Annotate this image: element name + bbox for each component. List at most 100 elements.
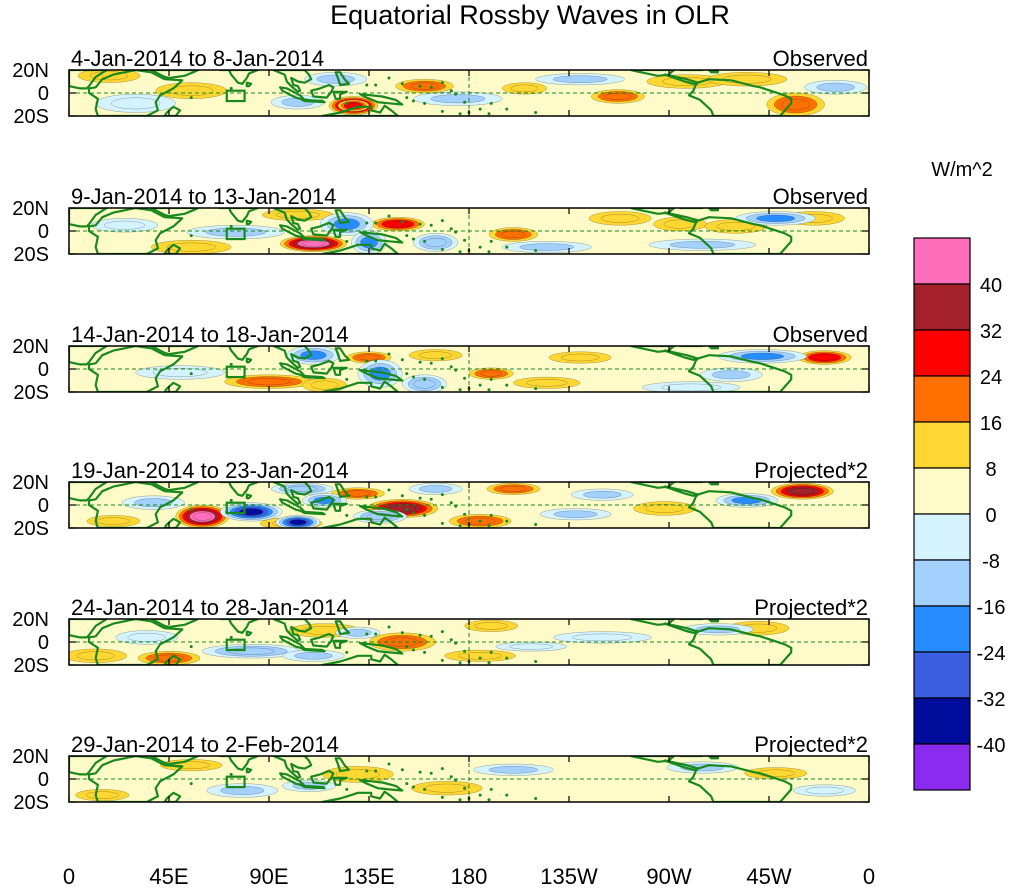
island	[400, 494, 404, 498]
australia-land	[321, 242, 399, 254]
arabia-land	[150, 346, 199, 356]
colorbar-swatch	[913, 743, 971, 791]
island	[423, 513, 427, 517]
lat-label: 20S	[13, 655, 49, 677]
island	[458, 798, 462, 802]
borneo-land	[310, 632, 335, 648]
australia-land	[321, 380, 399, 392]
island	[478, 656, 482, 660]
madagascar-land	[163, 517, 182, 528]
olr-positive-anomaly	[301, 240, 326, 247]
colorbar-label: 16	[980, 413, 1002, 435]
island	[423, 787, 427, 791]
africa-west-land	[69, 70, 108, 90]
reference-box	[225, 501, 246, 515]
africa-west-land	[69, 619, 108, 639]
java-land	[301, 374, 326, 380]
island	[400, 631, 404, 635]
island	[387, 762, 391, 766]
island	[478, 793, 482, 797]
island	[429, 497, 433, 501]
island	[405, 508, 409, 512]
olr-negative-anomaly	[740, 352, 784, 360]
panel-kind-label: Projected*2	[754, 732, 868, 757]
philippines-land	[334, 483, 351, 498]
olr-negative-anomaly	[488, 766, 539, 774]
reference-box	[225, 775, 246, 789]
island	[365, 359, 369, 363]
olr-negative-anomaly	[127, 632, 167, 642]
colorbar-swatch	[913, 697, 971, 745]
lon-label: 135W	[540, 864, 598, 889]
island	[345, 513, 349, 517]
madagascar-land	[163, 243, 182, 254]
island	[449, 227, 453, 231]
colorbar-swatch	[913, 559, 971, 607]
philippines-land	[334, 347, 351, 362]
island	[400, 768, 404, 772]
island	[374, 83, 378, 87]
olr-negative-anomaly	[316, 74, 355, 84]
island	[365, 83, 369, 87]
africa-east-land	[87, 70, 184, 116]
olr-negative-anomaly	[661, 383, 722, 392]
colorbar-label: 8	[985, 459, 996, 481]
olr-negative-anomaly	[509, 643, 554, 650]
island	[374, 632, 378, 636]
island	[423, 239, 427, 243]
india-land	[219, 756, 259, 771]
olr-positive-anomaly	[510, 84, 539, 93]
island	[440, 81, 444, 85]
island	[458, 388, 462, 392]
colorbar-swatch	[913, 283, 971, 331]
olr-negative-anomaly	[294, 652, 333, 660]
borneo-land	[310, 769, 335, 785]
island	[423, 377, 427, 381]
africa-west-land	[69, 346, 108, 366]
panel-kind-label: Projected*2	[754, 595, 868, 620]
lat-label: 0	[38, 632, 49, 654]
colorbar-label: -40	[977, 735, 1006, 757]
island	[534, 660, 538, 664]
colorbar-label: -32	[977, 689, 1006, 711]
lat-label: 20N	[12, 746, 49, 768]
olr-positive-anomaly	[560, 353, 600, 362]
lon-label: 45E	[149, 864, 188, 889]
olr-positive-anomaly	[501, 230, 526, 239]
island	[458, 661, 462, 665]
island	[487, 388, 491, 392]
olr-positive-anomaly	[192, 512, 212, 521]
island	[534, 387, 538, 391]
island	[429, 85, 433, 89]
island	[463, 649, 467, 653]
olr-negative-anomaly	[227, 647, 275, 655]
figure-title: Equatorial Rossby Waves in OLR	[330, 0, 730, 30]
colorbar-label: 32	[980, 321, 1002, 343]
sri-lanka-land	[245, 493, 253, 500]
java-land	[301, 784, 326, 790]
island	[449, 501, 453, 505]
colorbar-label: 0	[985, 505, 996, 527]
lat-label: 0	[38, 359, 49, 381]
sri-lanka-land	[245, 81, 253, 88]
island	[405, 96, 409, 100]
philippines-land	[334, 757, 351, 773]
island	[463, 512, 467, 516]
java-land	[301, 510, 326, 516]
olr-positive-anomaly	[526, 379, 568, 387]
olr-positive-anomaly	[419, 351, 453, 359]
island	[411, 511, 415, 515]
island	[429, 223, 433, 227]
island	[440, 795, 444, 799]
olr-positive-anomaly	[500, 485, 527, 492]
olr-positive-anomaly	[645, 503, 684, 513]
olr-negative-anomaly	[553, 510, 598, 518]
south-america-land	[687, 490, 793, 528]
panel-kind-label: Observed	[773, 184, 868, 209]
colorbar-label: -8	[982, 551, 1000, 573]
island	[489, 377, 493, 381]
olr-negative-anomaly	[711, 370, 751, 380]
south-america-land	[687, 216, 793, 254]
